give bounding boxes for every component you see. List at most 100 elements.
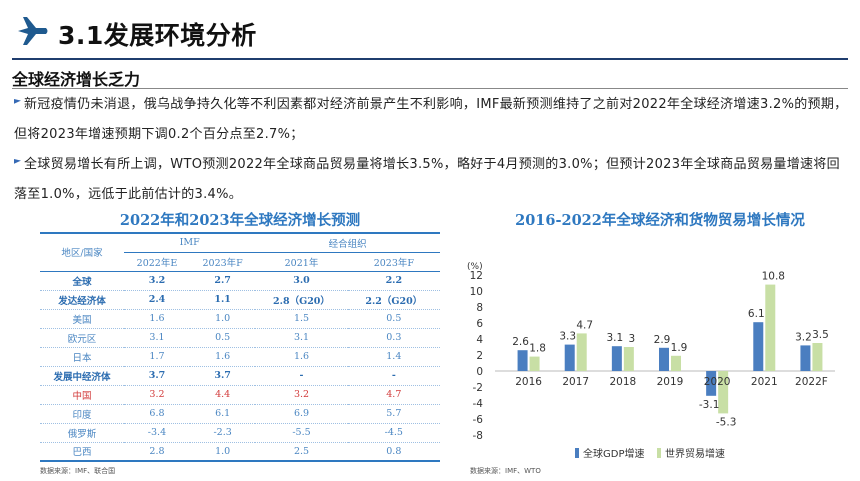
table-row: 中国 3.2 4.4 3.2 4.7: [40, 385, 440, 404]
bar-gdp: [753, 322, 764, 371]
cell-value: 3.2: [148, 275, 166, 286]
x-tick-label: 2022F: [795, 376, 828, 388]
bullet-flag-icon: [14, 159, 21, 164]
paragraph-economy: 新冠疫情仍未消退，俄乌战争持久化等不利因素都对经济前景产生不利影响，IMF最新预…: [14, 90, 848, 150]
cell-value: 3.2: [149, 389, 165, 400]
bar-gdp: [611, 346, 622, 371]
column-group-oecd: 经合组织: [255, 233, 440, 253]
cell-value: 3.7: [214, 370, 231, 381]
y-tick-label: 0: [476, 366, 483, 378]
cell-region: 日本: [72, 352, 92, 364]
x-tick-label: 2016: [515, 376, 542, 388]
table-source-note: 数据来源：IMF、联合国: [40, 467, 116, 475]
growth-bar-chart: (%) -8 -6 -4 -2 0 2 4 6 8 10 12 2.61.8 2016 3.34.7 2017…: [467, 262, 835, 460]
y-tick-label: 2: [476, 350, 483, 362]
cell-value: 1.7: [149, 351, 165, 362]
bar-gdp: [564, 344, 575, 371]
cell-value: 1.4: [386, 351, 402, 362]
bar-trade: [765, 284, 776, 371]
cell-value: 2.2: [385, 275, 403, 286]
legend-label-trade: 世界贸易增速: [665, 447, 725, 460]
legend-swatch-gdp: [575, 448, 579, 458]
data-label-gdp: 2.6: [512, 336, 529, 348]
bullet-flag-icon: [14, 99, 21, 104]
cell-region: 俄罗斯: [67, 428, 97, 440]
table-row: 印度 6.8 6.1 6.9 5.7: [40, 404, 440, 423]
table-title: 2022年和2023年全球经济增长预测: [119, 212, 361, 229]
y-tick-label: -8: [473, 430, 483, 442]
cell-region: 巴西: [72, 447, 92, 459]
cell-region: 发展中经济体: [53, 371, 111, 383]
data-label-trade: 4.7: [576, 319, 593, 331]
x-tick-label: 2018: [609, 376, 636, 388]
data-label-trade: 10.8: [762, 271, 785, 283]
cell-value: 2.8: [149, 445, 165, 457]
cell-value: 1.1: [214, 294, 231, 305]
chart-title: 2016-2022年全球经济和货物贸易增长情况: [515, 212, 805, 229]
page-title: 3.1发展环境分析: [58, 21, 257, 50]
cell-value: -: [391, 370, 396, 381]
cell-region: 美国: [72, 314, 92, 326]
cell-value: 6.1: [215, 408, 231, 419]
cell-value: 5.7: [386, 408, 402, 419]
column-header-region: 地区/国家: [40, 233, 124, 272]
cell-value: 6.9: [293, 408, 310, 419]
chart-source-note: 数据来源：IMF、WTO: [470, 467, 541, 475]
bar-trade: [718, 371, 729, 414]
data-label-trade: -5.3: [716, 416, 737, 428]
cell-value: 4.4: [215, 389, 231, 400]
legend-swatch-trade: [657, 448, 661, 458]
y-tick-label: -2: [473, 382, 483, 394]
column-header: 2023年F: [189, 252, 256, 272]
y-tick-label: 6: [476, 318, 483, 330]
data-label-trade: 3: [629, 333, 636, 345]
table-row: 发展中经济体 3.7 3.7 - -: [40, 366, 440, 385]
table-row: 巴西 2.8 1.0 2.5 0.8: [40, 442, 440, 461]
data-label-gdp: 6.1: [748, 308, 765, 320]
cell-region: 欧元区: [67, 333, 97, 345]
y-tick-label: -6: [473, 414, 484, 426]
cell-value: 0.3: [386, 332, 402, 343]
cell-value: 1.6: [149, 313, 165, 324]
cell-value: -2.3: [213, 427, 232, 438]
bar-trade: [576, 333, 587, 371]
cell-value: 3.0: [293, 275, 310, 286]
section-divider: [12, 88, 848, 89]
y-tick-label: -4: [473, 398, 484, 410]
cell-value: 3.7: [148, 370, 166, 381]
cell-value: 3.2: [293, 389, 310, 400]
paragraph-trade: 全球贸易增长有所上调，WTO预测2022年全球商品贸易量将增长3.5%，略好于4…: [14, 150, 848, 210]
legend-label-gdp: 全球GDP增速: [583, 447, 644, 460]
data-label-gdp: 3.1: [607, 332, 624, 344]
table-row: 美国 1.6 1.0 1.5 0.5: [40, 309, 440, 328]
y-tick-label: 8: [476, 302, 483, 314]
y-tick-label: 4: [476, 334, 483, 346]
paragraph-text: 全球贸易增长有所上调，WTO预测2022年全球商品贸易量将增长3.5%，略好于4…: [14, 157, 840, 202]
data-label-gdp: 3.3: [559, 331, 576, 343]
cell-value: -4.5: [384, 427, 403, 438]
cell-value: 2.2（G20）: [365, 295, 423, 307]
header-divider: [12, 58, 848, 60]
growth-forecast-table: 地区/国家 IMF 经合组织 2022年E 2023年F 2021年 2023年…: [40, 232, 440, 462]
x-tick-label: 2021: [751, 376, 778, 388]
data-label-gdp: 3.2: [795, 331, 812, 343]
x-tick-label: 2020: [704, 376, 731, 388]
y-tick-label: 12: [470, 270, 483, 282]
page-header: 3.1发展环境分析: [0, 0, 860, 64]
cell-value: -: [299, 370, 304, 381]
section-title: 全球经济增长乏力: [12, 70, 141, 89]
data-label-gdp: 2.9: [654, 334, 671, 346]
table-row: 欧元区 3.1 0.5 3.1 0.3: [40, 328, 440, 347]
cell-region: 全球: [72, 276, 92, 288]
cell-value: 1.0: [215, 445, 231, 457]
x-tick-label: 2019: [657, 376, 684, 388]
cell-value: 1.6: [215, 351, 231, 362]
bar-gdp: [659, 347, 669, 371]
bar-gdp: [517, 350, 528, 371]
table-row: 俄罗斯 -3.4 -2.3 -5.5 -4.5: [40, 423, 440, 442]
column-header: 2022年E: [124, 252, 190, 272]
cell-value: 0.5: [215, 332, 231, 343]
cell-value: 1.5: [293, 313, 310, 324]
cell-value: -3.4: [147, 427, 167, 438]
cell-region: 印度: [72, 409, 92, 421]
